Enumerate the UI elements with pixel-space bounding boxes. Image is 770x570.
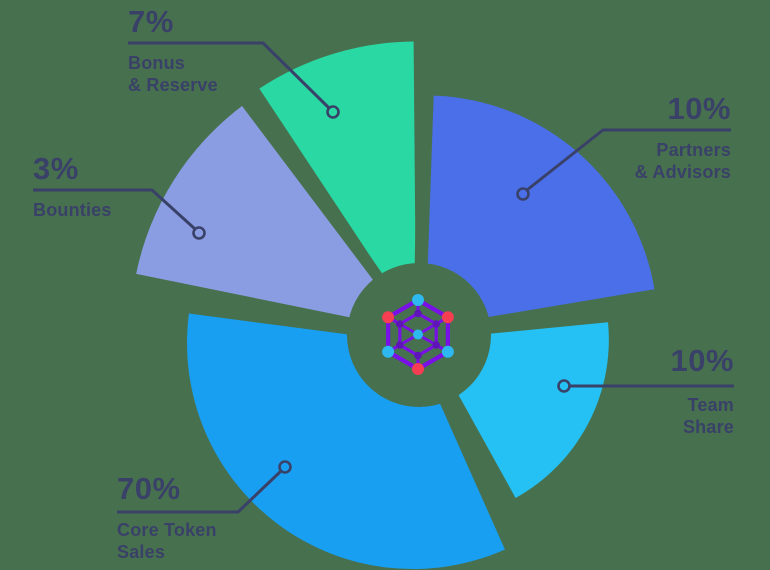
logo-inner-node (414, 309, 422, 318)
slice-label-line: Bounties (33, 200, 112, 220)
slice-label-line: Core Token (117, 520, 217, 540)
leader-line-bonus (128, 41, 331, 110)
pie-slice-bonus[interactable] (259, 41, 417, 326)
pct-label: 70% (117, 471, 181, 506)
pct-label: 10% (670, 343, 734, 378)
pie-slice-partners[interactable] (425, 95, 655, 328)
slice-label: Bonus & Reserve (128, 52, 218, 96)
pct-label: 10% (667, 91, 731, 126)
logo-outer-node (441, 311, 454, 324)
leader-line-bounties (33, 188, 197, 231)
callout-bounties: 3% Bounties (33, 151, 112, 221)
logo-inner-node (432, 320, 440, 328)
callout-team-share: 10% Team Share (670, 343, 734, 438)
logo-outer-node (382, 345, 395, 358)
callout-bonus-reserve: 7% Bonus & Reserve (128, 4, 218, 96)
logo-inner-node (396, 320, 404, 328)
slice-label-line: Share (682, 417, 734, 437)
pie-slice-bounties[interactable] (136, 106, 411, 330)
slice-label-line: & Advisors (634, 162, 731, 182)
slice-label: Partners & Advisors (635, 139, 731, 183)
logo-outer-node (441, 345, 454, 358)
callout-partners-advisors: 10% Partners & Advisors (635, 91, 731, 183)
pct-label: 7% (128, 4, 174, 39)
slice-label-line: Partners (656, 140, 731, 160)
slice-label: Core Token Sales (117, 519, 217, 563)
leader-dot-core (278, 460, 292, 474)
slice-label: Team Share (670, 394, 734, 438)
logo-center-node (413, 329, 423, 340)
logo-outer-node (412, 363, 424, 375)
logo-outer-node (382, 311, 395, 324)
leader-line-partners (526, 128, 731, 192)
slice-label-line: Team (687, 395, 734, 415)
slice-label: Bounties (33, 199, 112, 221)
pct-label: 3% (33, 151, 79, 186)
logo-outer-node (412, 294, 424, 306)
logo-inner-node (414, 351, 422, 360)
logo-inner-node (432, 341, 440, 349)
leader-dot-bonus (326, 105, 340, 119)
leader-dot-team (557, 379, 571, 393)
logo-inner-node (396, 341, 404, 349)
slice-label-line: Bonus (128, 53, 185, 73)
leader-dot-partners (516, 187, 530, 201)
leader-line-core (117, 469, 283, 514)
leader-dot-bounties (192, 226, 206, 240)
slice-label-line: & Reserve (128, 75, 218, 95)
slice-label-line: Sales (117, 542, 166, 562)
callout-core-token-sales: 70% Core Token Sales (117, 471, 217, 563)
